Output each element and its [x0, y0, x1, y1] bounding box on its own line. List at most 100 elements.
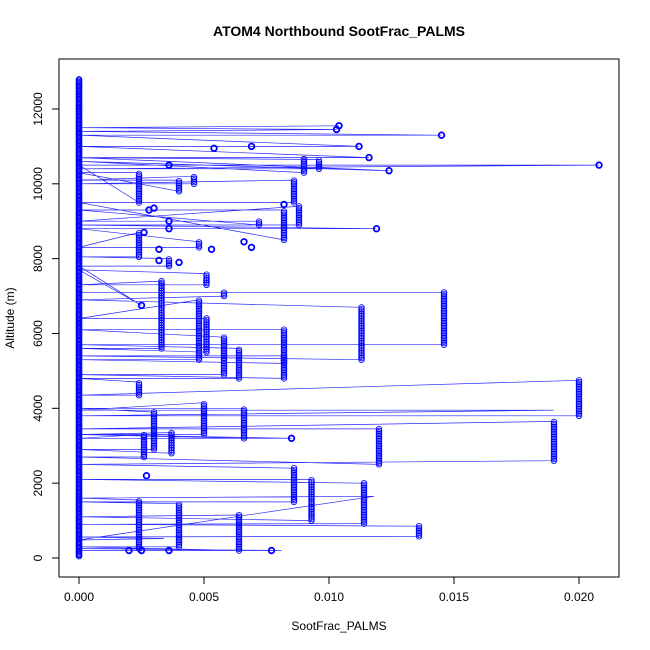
data-point [175, 525, 183, 532]
data-point [235, 360, 243, 367]
data-point [360, 513, 368, 520]
data-point [150, 429, 158, 436]
data-point [440, 331, 448, 338]
data-point [165, 224, 173, 233]
y-tick-label: 10000 [31, 167, 45, 201]
data-point [135, 511, 143, 519]
data-point [135, 194, 143, 201]
data-point [203, 328, 210, 336]
data-point [280, 375, 288, 382]
data-point [135, 246, 143, 254]
data-point [135, 388, 143, 396]
data-point [240, 419, 248, 427]
data-point [550, 454, 558, 461]
data-point [360, 498, 368, 505]
data-point [203, 347, 210, 354]
data-point [290, 177, 298, 184]
data-point [358, 341, 365, 348]
data-point [280, 346, 288, 354]
data-point [575, 399, 583, 406]
x-tick-label: 0.015 [439, 590, 469, 604]
data-point [175, 508, 183, 515]
data-point [295, 204, 303, 212]
data-point [200, 424, 208, 431]
data-point [195, 334, 203, 341]
data-point [247, 142, 256, 151]
y-axis-label: Altitude (m) [3, 287, 17, 348]
data-point [295, 206, 303, 213]
data-point [158, 338, 165, 345]
data-point [280, 213, 288, 220]
data-point [235, 540, 243, 547]
data-point [550, 425, 558, 432]
data-point [158, 326, 165, 334]
data-point [175, 177, 183, 185]
data-point [235, 370, 243, 377]
data-point [240, 426, 248, 433]
data-point [200, 427, 208, 435]
data-point [140, 453, 148, 461]
data-point [220, 358, 228, 365]
data-point [575, 387, 583, 394]
data-point [158, 311, 165, 318]
data-point [207, 245, 216, 253]
data-point [135, 199, 143, 206]
data-point [195, 343, 203, 350]
data-point [125, 546, 133, 555]
data-point [358, 339, 365, 346]
data-point [165, 259, 173, 266]
data-point [135, 505, 143, 512]
data-point [290, 475, 298, 482]
data-point [175, 511, 183, 518]
data-point [358, 346, 365, 353]
data-point [220, 334, 228, 341]
data-point [290, 465, 298, 472]
data-point [190, 180, 198, 187]
data-point [175, 514, 183, 522]
data-point [255, 218, 263, 225]
data-point [290, 190, 298, 198]
data-point [280, 335, 288, 342]
data-point [240, 413, 248, 420]
data-point [220, 351, 228, 358]
data-point [175, 520, 183, 527]
data-point [550, 430, 558, 437]
data-point [280, 229, 288, 237]
data-point [300, 169, 308, 176]
data-point [280, 326, 288, 333]
y-tick-label: 8000 [31, 245, 45, 272]
data-point [150, 416, 158, 423]
data-point [360, 515, 368, 522]
data-point [280, 211, 288, 218]
data-point [135, 533, 143, 541]
data-point [135, 187, 143, 194]
data-point [300, 160, 308, 168]
data-point [195, 302, 203, 309]
data-point [200, 419, 208, 426]
data-point [440, 301, 448, 308]
data-point [235, 542, 243, 549]
data-point [235, 348, 243, 355]
data-point [280, 343, 288, 350]
data-point [360, 493, 368, 500]
data-point [415, 533, 423, 540]
data-point [203, 330, 210, 337]
data-point [220, 368, 228, 375]
data-point [135, 508, 143, 515]
data-point [358, 322, 365, 330]
data-point [195, 356, 203, 363]
data-point [235, 523, 243, 531]
data-point [440, 319, 448, 326]
data-point [290, 182, 298, 189]
data-point [358, 326, 365, 333]
data-point [358, 349, 365, 357]
data-point [195, 299, 203, 306]
data-point [203, 349, 210, 356]
data-point [150, 422, 158, 430]
data-point [290, 468, 298, 475]
data-point [440, 339, 448, 347]
data-point [375, 434, 383, 441]
data-point [375, 446, 383, 453]
data-point [135, 501, 143, 509]
data-point [360, 512, 368, 519]
